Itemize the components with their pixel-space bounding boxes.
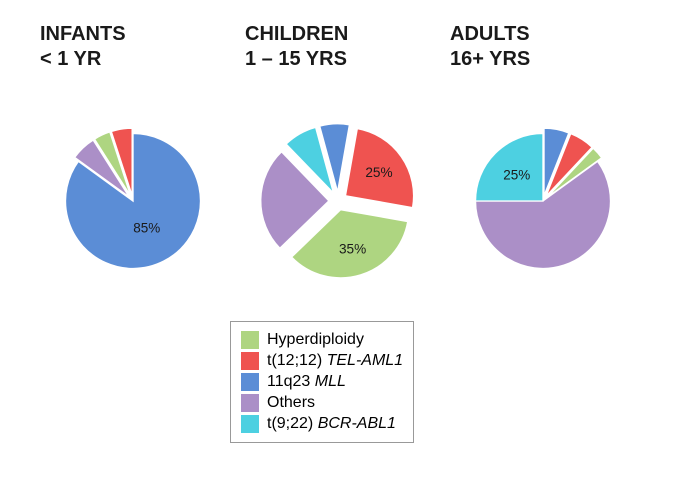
legend-item: 11q23 MLL xyxy=(241,373,403,391)
header-children: CHILDREN 1 – 15 YRS xyxy=(235,20,440,71)
legend-swatch xyxy=(241,415,259,433)
slice-label: 25% xyxy=(503,167,530,182)
charts-row: 85% 25% 35% 25% xyxy=(30,101,645,301)
slice-label: 35% xyxy=(338,241,365,256)
legend-label: 11q23 MLL xyxy=(267,373,346,391)
legend-swatch xyxy=(241,331,259,349)
header-sub: 16+ YRS xyxy=(450,48,645,71)
legend-item: Others xyxy=(241,394,403,412)
header-adults: ADULTS 16+ YRS xyxy=(440,20,645,71)
legend-item: t(12;12) TEL-AML1 xyxy=(241,352,403,370)
legend-label: t(12;12) TEL-AML1 xyxy=(267,352,403,370)
legend-swatch xyxy=(241,394,259,412)
slice-label: 25% xyxy=(365,165,392,180)
legend-label: Others xyxy=(267,394,315,412)
legend-item: Hyperdiploidy xyxy=(241,331,403,349)
legend-item: t(9;22) BCR-ABL1 xyxy=(241,415,403,433)
pie-children: 25% 35% xyxy=(235,101,440,301)
pie-infants: 85% xyxy=(30,111,235,291)
pie-adults: 25% xyxy=(440,111,645,291)
header-title: CHILDREN xyxy=(245,20,440,48)
header-title: ADULTS xyxy=(450,20,645,48)
legend-label: Hyperdiploidy xyxy=(267,331,364,349)
legend-swatch xyxy=(241,352,259,370)
legend-swatch xyxy=(241,373,259,391)
slice-label: 85% xyxy=(133,221,160,236)
header-infants: INFANTS < 1 YR xyxy=(30,20,235,71)
header-sub: 1 – 15 YRS xyxy=(245,48,440,71)
header-sub: < 1 YR xyxy=(40,48,235,71)
header-title: INFANTS xyxy=(40,20,235,48)
legend-label: t(9;22) BCR-ABL1 xyxy=(267,415,396,433)
headers-row: INFANTS < 1 YR CHILDREN 1 – 15 YRS ADULT… xyxy=(30,20,645,71)
legend: Hyperdiploidy t(12;12) TEL-AML1 11q23 MLL O… xyxy=(230,321,414,443)
